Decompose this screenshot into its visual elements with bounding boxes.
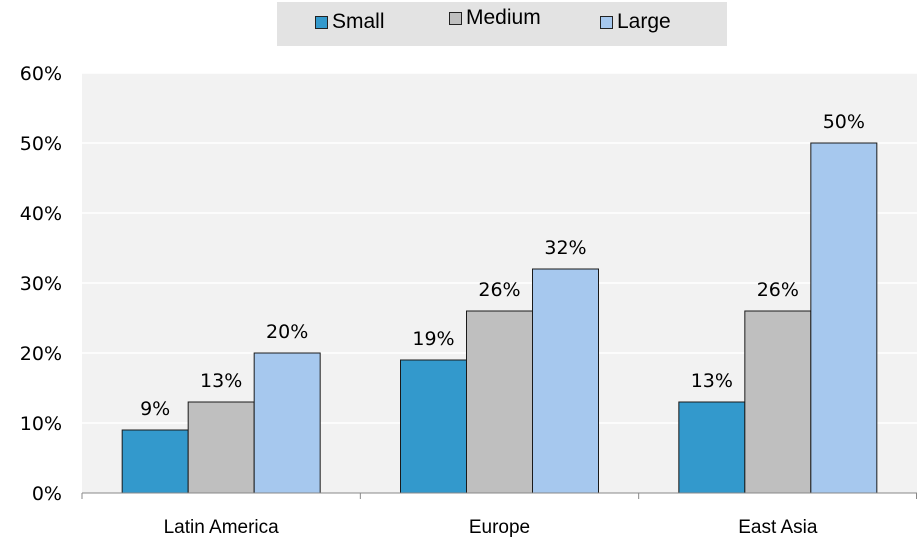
bar [187,401,255,494]
category-labels: Latin America Europe East Asia [164,517,818,538]
bars [121,142,878,494]
y-tick-label: 10% [20,413,62,435]
legend-label-small: Small [332,10,385,33]
bar [253,352,321,494]
legend-item-large: Large [600,10,671,34]
data-label: 20% [266,321,308,343]
data-label: 9% [140,398,170,420]
bar [400,359,467,494]
legend: Small Medium Large [277,2,727,46]
data-labels: 9% 13% 20% 19% 26% 32% 13% 26% 50% [140,111,865,420]
bar [121,429,189,494]
y-tick-label: 50% [20,133,62,155]
data-label: 50% [823,111,865,133]
data-label: 26% [757,279,799,301]
data-label: 32% [544,237,586,259]
bar [678,401,746,494]
category-label: Europe [469,517,530,538]
bar [744,310,812,494]
bar [466,310,533,494]
legend-item-medium: Medium [449,6,541,30]
legend-item-small: Small [315,10,385,34]
legend-swatch-small [315,15,328,29]
bar [810,142,878,494]
data-label: 19% [412,328,454,350]
category-label: East Asia [738,517,818,538]
data-label: 13% [200,370,242,392]
y-axis-ticks: 0% 10% 20% 30% 40% 50% 60% [20,63,62,505]
y-tick-label: 20% [20,343,62,365]
legend-label-medium: Medium [466,6,541,29]
legend-swatch-large [600,15,613,29]
x-axis [81,492,917,499]
legend-swatch-medium [449,11,462,25]
y-tick-label: 0% [32,483,62,505]
data-label: 13% [691,370,733,392]
data-label: 26% [478,279,520,301]
y-tick-label: 30% [20,273,62,295]
legend-label-large: Large [617,10,671,33]
y-tick-label: 40% [20,203,62,225]
bar [532,268,599,494]
category-label: Latin America [164,517,280,538]
y-tick-label: 60% [20,63,62,85]
